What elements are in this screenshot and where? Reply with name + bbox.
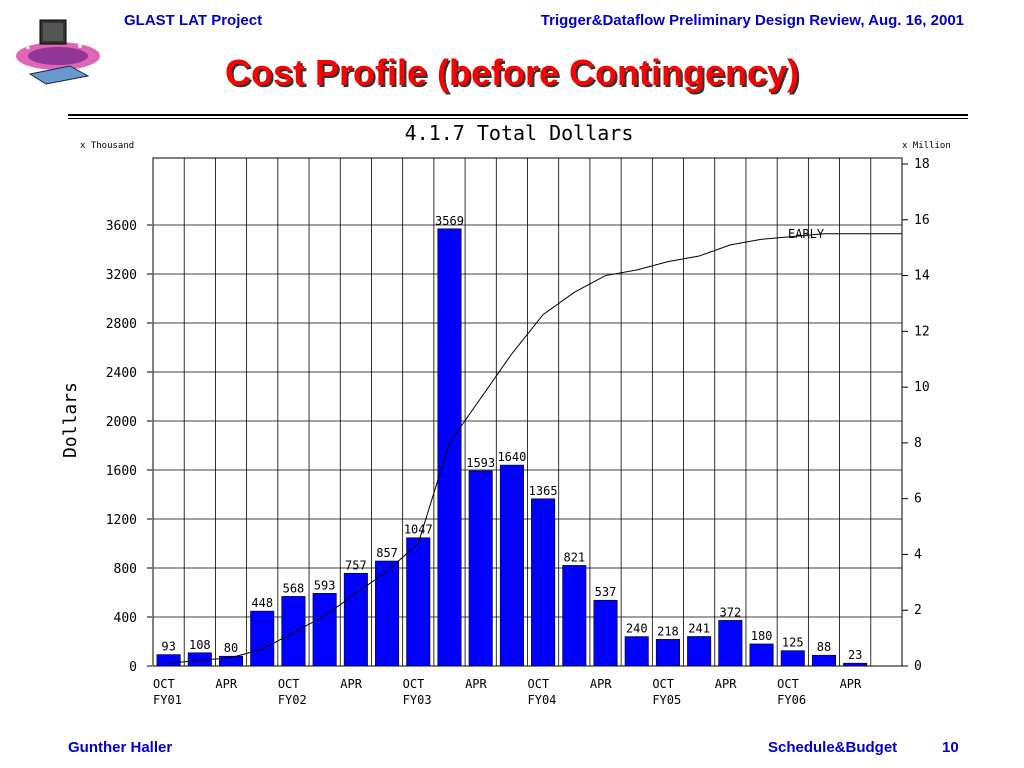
y-tick-label: 2400 <box>106 366 137 381</box>
bar <box>281 596 306 667</box>
y2-tick-label: 8 <box>914 436 922 451</box>
x-month-label: OCT <box>777 677 799 691</box>
right-axis-unit: x Million <box>902 141 951 151</box>
footer-page-number: 10 <box>942 739 959 756</box>
chart-title: 4.1.7 Total Dollars <box>405 121 634 145</box>
x-month-label: APR <box>840 677 862 691</box>
y-tick-label: 3600 <box>106 219 137 234</box>
bar <box>718 620 743 667</box>
bar-value-label: 23 <box>848 648 862 662</box>
cumulative-line <box>168 233 902 664</box>
y2-tick-label: 6 <box>914 492 922 507</box>
x-fiscal-year-label: FY01 <box>153 693 182 707</box>
y-tick-label: 1600 <box>106 464 137 479</box>
bar-value-label: 80 <box>224 641 238 655</box>
title-rule <box>68 114 968 116</box>
bar-value-label: 1593 <box>466 456 495 470</box>
title-rule-thin <box>68 118 968 119</box>
bar <box>468 470 493 667</box>
bar <box>156 654 181 667</box>
bar <box>593 599 618 667</box>
header-review: Trigger&Dataflow Preliminary Design Revi… <box>540 12 964 29</box>
bar-value-label: 757 <box>345 558 367 572</box>
glast-logo <box>10 16 105 86</box>
x-month-label: APR <box>340 677 362 691</box>
y2-tick-label: 14 <box>914 269 930 284</box>
x-fiscal-year-label: FY06 <box>777 693 806 707</box>
bar <box>687 636 712 667</box>
y-axis-label: Dollars <box>60 382 81 458</box>
bar-value-label: 857 <box>376 546 398 560</box>
bar <box>624 636 649 667</box>
bar-value-label: 448 <box>251 596 273 610</box>
x-month-label: OCT <box>278 677 300 691</box>
bar <box>250 610 275 667</box>
y-tick-label: 2000 <box>106 415 137 430</box>
x-fiscal-year-label: FY02 <box>278 693 307 707</box>
bar <box>780 650 805 667</box>
bar <box>655 638 680 667</box>
x-month-label: OCT <box>403 677 425 691</box>
bar-value-label: 218 <box>657 624 679 638</box>
bar <box>375 560 400 667</box>
bar-value-label: 3569 <box>435 214 464 228</box>
x-month-label: OCT <box>652 677 674 691</box>
x-month-label: APR <box>715 677 737 691</box>
bar <box>437 228 462 667</box>
y-tick-label: 2800 <box>106 317 137 332</box>
y2-tick-label: 0 <box>914 659 922 674</box>
footer-author: Gunther Haller <box>68 739 173 756</box>
header-project: GLAST LAT Project <box>124 12 263 29</box>
y-tick-label: 3200 <box>106 268 137 283</box>
cumulative-line-label: EARLY <box>788 227 825 241</box>
bar <box>312 593 337 667</box>
bar-value-label: 180 <box>751 629 773 643</box>
bar <box>562 565 587 667</box>
bar-value-label: 593 <box>314 578 336 592</box>
bar-value-label: 537 <box>595 585 617 599</box>
y-tick-label: 0 <box>129 660 137 675</box>
bar-value-label: 108 <box>189 638 211 652</box>
footer-section: Schedule&Budget <box>768 739 898 756</box>
bar-value-label: 241 <box>688 621 710 635</box>
y2-tick-label: 18 <box>914 157 930 172</box>
y-tick-label: 400 <box>114 611 137 626</box>
bar <box>499 464 524 667</box>
bar-value-label: 372 <box>720 605 742 619</box>
bar <box>531 498 556 667</box>
x-month-label: OCT <box>528 677 550 691</box>
bar <box>749 643 774 667</box>
bar <box>219 655 244 667</box>
y2-tick-label: 4 <box>914 547 922 562</box>
bar-value-label: 125 <box>782 636 804 650</box>
bar-value-label: 1640 <box>497 450 526 464</box>
bar-value-label: 568 <box>283 581 305 595</box>
bar-value-label: 240 <box>626 622 648 636</box>
bar <box>406 537 431 667</box>
bar <box>843 662 868 667</box>
slide-title: Cost Profile (before Contingency) <box>224 52 800 93</box>
x-month-label: APR <box>590 677 612 691</box>
y-tick-label: 800 <box>114 562 137 577</box>
bar-value-label: 821 <box>563 550 585 564</box>
y2-tick-label: 2 <box>914 603 922 618</box>
bar-value-label: 93 <box>161 640 175 654</box>
y2-tick-label: 10 <box>914 380 930 395</box>
x-fiscal-year-label: FY05 <box>652 693 681 707</box>
x-month-label: APR <box>215 677 237 691</box>
y2-tick-label: 16 <box>914 213 930 228</box>
x-month-label: APR <box>465 677 487 691</box>
bar <box>811 654 836 667</box>
bar-value-label: 1365 <box>529 484 558 498</box>
y-tick-label: 1200 <box>106 513 137 528</box>
bar-value-label: 1047 <box>404 523 433 537</box>
y2-tick-label: 12 <box>914 324 930 339</box>
bar <box>343 572 368 667</box>
x-month-label: OCT <box>153 677 175 691</box>
x-fiscal-year-label: FY03 <box>403 693 432 707</box>
x-fiscal-year-label: FY04 <box>528 693 557 707</box>
bar-value-label: 88 <box>817 640 831 654</box>
left-axis-unit: x Thousand <box>80 141 134 151</box>
